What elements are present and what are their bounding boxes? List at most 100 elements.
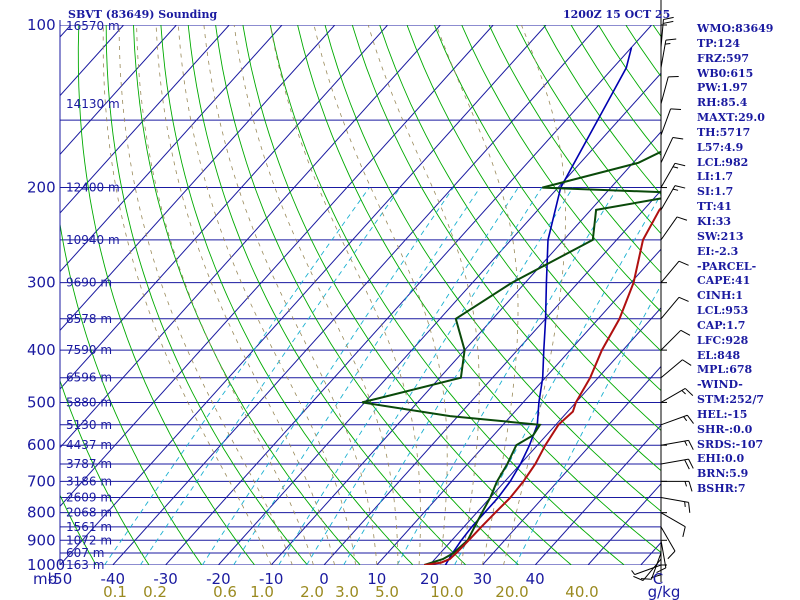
mixing-ratio-tick-label: 40.0 [565,583,598,600]
wind-barb-staff [660,137,674,164]
index-row: TP:124 [697,36,741,50]
height-label: 6596 m [66,371,112,385]
moist-adiabat-line [313,25,448,565]
dry-adiabat-line [60,379,150,565]
wind-barb-half-flag [681,390,686,395]
wind-barb-staff [660,108,672,136]
wind-barb-flag [682,359,692,366]
wind-barb [660,458,694,470]
isotherm-line [60,25,283,273]
wind-barb-half-flag [665,43,671,45]
chart-time: 1200Z 15 OCT 25 [563,8,671,21]
wind-barb-flag [688,458,694,469]
wind-barb [656,540,667,574]
height-label: 14130 m [66,97,120,111]
index-row: SHR-:0.0 [697,422,753,436]
dry-adiabat-line [269,25,625,565]
temperature-tick-label: 10 [367,570,386,588]
dry-adiabat-line [105,25,308,565]
pressure-tick-label: 400 [27,341,56,359]
wind-barb-flag [650,574,662,579]
dry-adiabat-line [461,25,661,313]
moist-adiabat-line [118,25,293,565]
index-row: SRDS:-107 [697,437,764,451]
wind-barb-staff [660,297,680,320]
isotherm-line [482,365,661,565]
wind-barb-flag [662,20,674,24]
temperature-tick-label: -10 [259,570,284,588]
wind-barb [660,260,689,283]
wind-barb [660,108,682,136]
mixing-ratio-line [201,187,454,565]
index-row: RH:85.4 [697,96,748,110]
mixing-ratio-tick-label: 1.0 [250,583,274,600]
index-row: SW:213 [697,229,744,243]
wind-barb-half-flag [631,570,636,575]
height-label: 7590 m [66,343,112,357]
height-label: 163 m [66,558,104,572]
height-label: 2609 m [66,491,112,505]
dry-adiabat-line [187,25,467,565]
mixing-ratio-tick-label: 2.0 [300,583,324,600]
wind-barb [660,185,686,211]
index-row: FRZ:597 [697,51,750,65]
wind-barb [661,480,693,492]
index-row: KI:33 [697,214,732,228]
wind-barb [660,0,662,25]
temperature-unit-label: C [653,570,663,588]
wind-barb-flag [665,38,677,41]
wind-barb-flag [678,260,689,266]
dry-adiabat-line [133,25,361,565]
isotherm-line [60,25,336,332]
pressure-tick-label: 100 [27,16,56,34]
wind-barb [660,76,679,105]
wind-barb [660,359,692,379]
height-label: 8578 m [66,312,112,326]
mixing-ratio-line [104,187,370,565]
moist-adiabat-line [233,25,399,565]
wind-barb-staff [660,540,667,568]
wind-barb-staff [660,329,682,351]
index-row: HEL:-15 [697,407,748,421]
wind-barb [640,552,662,580]
wind-barb-half-flag [684,481,687,487]
pressure-tick-label: 700 [27,472,56,490]
parcel-trace [444,47,633,565]
wind-barb [660,388,694,403]
indices-panel: WMO:83649 TP:124 FRZ:597 WB0:615 PW:1.97 RH:8… [697,22,800,497]
wind-barb-staff [660,414,688,426]
moist-adiabat-line [155,25,335,565]
temperature-tick-label: 20 [420,570,439,588]
wind-barb [660,497,691,513]
pressure-tick-label: 600 [27,436,56,454]
wind-barb [631,564,662,576]
dry-adiabat-line [242,25,572,565]
height-label: 10940 m [66,233,120,247]
index-row: EI:-2.3 [697,244,739,258]
chart-title: SBVT (83649) Sounding [68,8,218,21]
wind-barb-staff [660,163,676,188]
wind-barb-flag [672,136,684,140]
isotherm-line [0,25,18,565]
wind-barb-flag [688,481,693,492]
index-row: MAXT:29.0 [697,111,765,125]
moist-adiabat-line [136,25,314,565]
wind-barb-half-flag [672,188,679,191]
height-label: 1072 m [66,533,112,547]
wind-barb [660,38,677,68]
height-label: 5130 m [66,418,112,432]
pressure-tick-label: 200 [27,179,56,197]
index-row: LFC:928 [697,333,749,347]
wind-barb-flag [674,162,686,167]
wind-barb-flag [688,502,691,513]
wind-barb-flag [667,550,676,560]
isotherm-line [270,131,661,565]
temperature-tick-label: 30 [473,570,492,588]
temperature-tick-label: -50 [48,570,73,588]
wind-barb [660,216,688,241]
index-row: TH:5717 [697,125,751,139]
wind-barb-staff [660,497,689,503]
pressure-unit-label: mb [33,570,57,588]
mixing-ratio-line [306,187,543,565]
